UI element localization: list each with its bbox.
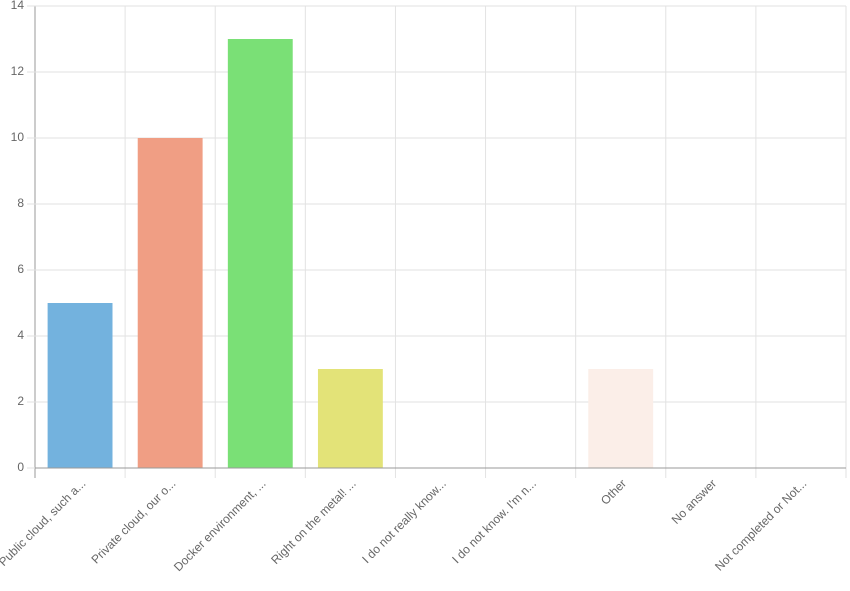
bar bbox=[588, 369, 654, 468]
bar bbox=[317, 369, 383, 468]
y-tick-label: 14 bbox=[11, 0, 25, 12]
x-tick-label: Private cloud, our o... bbox=[88, 476, 178, 566]
y-tick-label: 10 bbox=[11, 130, 25, 144]
x-tick-label: Not completed or Not... bbox=[712, 476, 809, 573]
x-tick-label: Right on the metal! ... bbox=[268, 476, 359, 567]
x-tick-label: Public cloud, such a... bbox=[0, 476, 88, 568]
y-tick-label: 0 bbox=[17, 460, 24, 474]
y-tick-label: 8 bbox=[17, 196, 24, 210]
x-tick-label: No answer bbox=[669, 476, 719, 526]
bar bbox=[137, 138, 203, 468]
bar bbox=[47, 303, 113, 468]
y-tick-label: 2 bbox=[17, 394, 24, 408]
x-tick-label: Docker environment, ... bbox=[171, 476, 269, 574]
bar bbox=[227, 39, 293, 468]
y-tick-label: 12 bbox=[11, 64, 25, 78]
x-tick-label: Other bbox=[598, 476, 629, 507]
x-tick-label: I do not know. I'm n... bbox=[449, 476, 539, 566]
x-tick-label: I do not really know... bbox=[359, 476, 449, 566]
y-tick-label: 4 bbox=[17, 328, 24, 342]
y-tick-label: 6 bbox=[17, 262, 24, 276]
